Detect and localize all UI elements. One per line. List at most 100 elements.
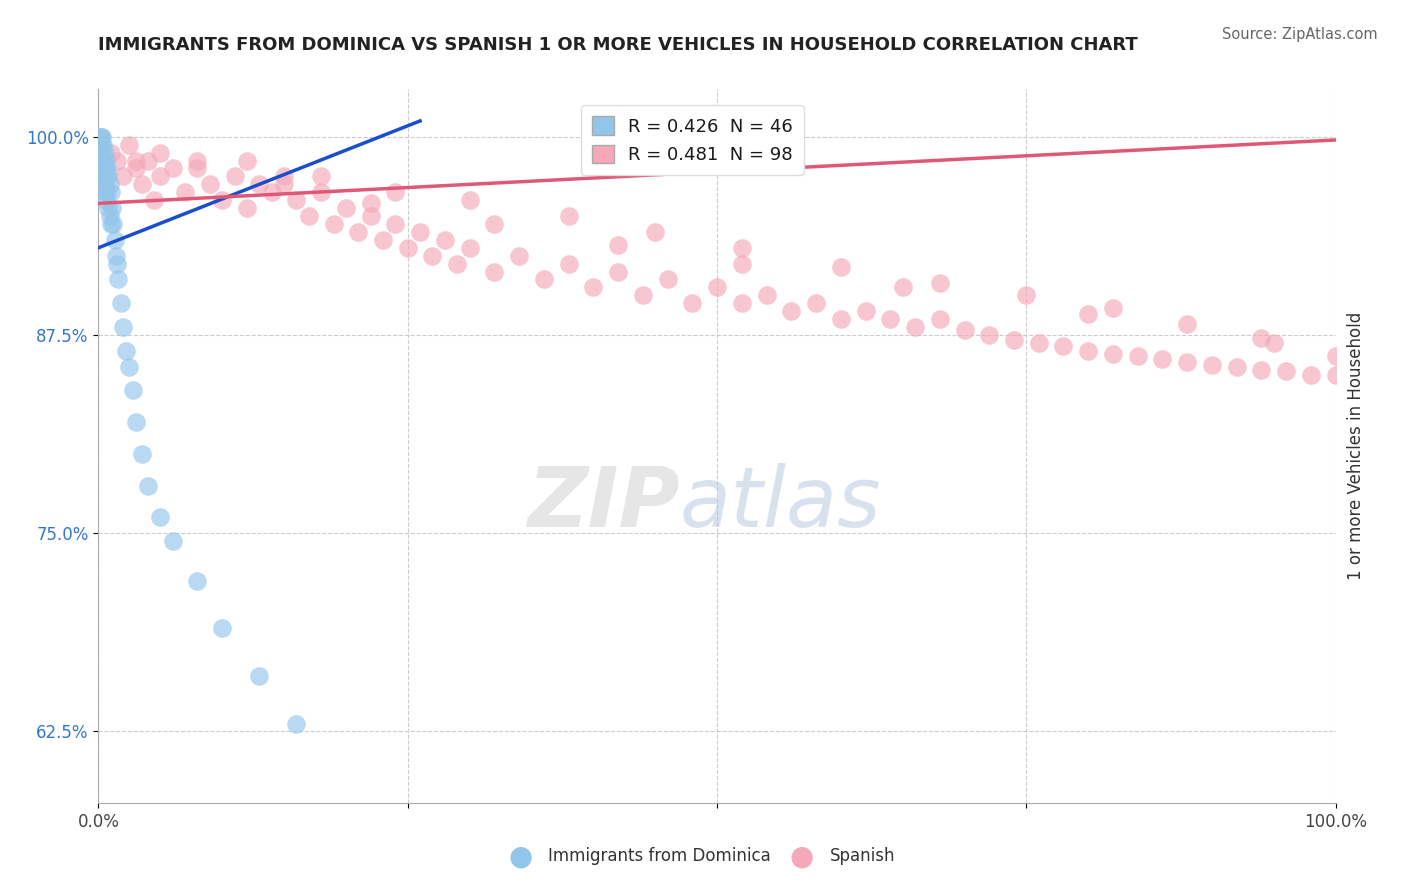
Point [1126,349,1149,363]
Point [1077,343,1099,358]
Point [93,186,115,200]
Point [236,153,259,168]
Point [198,178,221,192]
Point [273,169,295,184]
Point [114,343,136,358]
Point [1175,355,1198,369]
Point [384,217,406,231]
Point [1324,349,1347,363]
Point [224,169,246,184]
Point [93,137,115,152]
Point [755,288,778,302]
Point [484,264,506,278]
Point [1263,335,1285,350]
Point [706,280,728,294]
Point [93,178,115,192]
Point [131,178,153,192]
Point [384,186,406,200]
Point [830,260,852,274]
Point [891,280,914,294]
Text: Immigrants from Dominica: Immigrants from Dominica [548,847,770,865]
Text: ZIP: ZIP [527,463,681,543]
Point [582,280,605,294]
Point [90,129,112,144]
Point [484,217,506,231]
Point [360,196,382,211]
Point [104,249,127,263]
Point [89,145,111,160]
Text: atlas: atlas [681,463,882,543]
Point [143,193,166,207]
Point [93,145,115,160]
Point [124,415,146,429]
Point [236,201,259,215]
Point [260,186,283,200]
Point [1250,331,1272,345]
Text: Spanish: Spanish [830,847,896,865]
Point [557,209,579,223]
Point [1102,301,1125,315]
Point [1250,363,1272,377]
Point [98,178,121,192]
Point [149,169,172,184]
Point [557,257,579,271]
Point [136,478,159,492]
Point [118,359,141,374]
Point [101,201,124,215]
Point [830,312,852,326]
Point [360,209,382,223]
Text: IMMIGRANTS FROM DOMINICA VS SPANISH 1 OR MORE VEHICLES IN HOUSEHOLD CORRELATION : IMMIGRANTS FROM DOMINICA VS SPANISH 1 OR… [98,36,1139,54]
Point [804,296,827,310]
Point [1299,368,1322,382]
Point [91,169,114,184]
Point [1226,359,1249,374]
Point [657,272,679,286]
Point [298,209,321,223]
Point [446,257,468,271]
Point [122,384,145,398]
Point [409,225,432,239]
Point [100,217,122,231]
Point [1201,358,1223,372]
Point [433,233,456,247]
Point [162,161,184,176]
Point [1077,307,1099,321]
Point [96,186,118,200]
Point [186,161,208,176]
Point [681,296,703,310]
Point [105,257,128,271]
Point [631,288,654,302]
Text: ●: ● [508,842,533,871]
Point [186,574,208,588]
Point [90,153,112,168]
Point [110,296,132,310]
Point [928,312,950,326]
Point [105,153,128,168]
Point [94,193,117,207]
Point [93,153,115,168]
Point [162,534,184,549]
Text: Source: ZipAtlas.com: Source: ZipAtlas.com [1222,27,1378,42]
Point [1002,333,1025,347]
Point [731,257,754,271]
Point [1102,347,1125,361]
Point [118,137,141,152]
Point [1028,335,1050,350]
Point [533,272,555,286]
Point [90,145,112,160]
Point [136,153,159,168]
Point [149,145,172,160]
Point [91,161,114,176]
Point [247,178,270,192]
Legend: R = 0.426  N = 46, R = 0.481  N = 98: R = 0.426 N = 46, R = 0.481 N = 98 [581,105,804,175]
Point [149,510,172,524]
Point [928,276,950,290]
Point [1015,288,1038,302]
Point [247,669,270,683]
Point [508,249,530,263]
Point [124,161,146,176]
Y-axis label: 1 or more Vehicles in Household: 1 or more Vehicles in Household [1347,312,1365,580]
Point [458,193,481,207]
Text: ●: ● [789,842,814,871]
Point [953,323,976,337]
